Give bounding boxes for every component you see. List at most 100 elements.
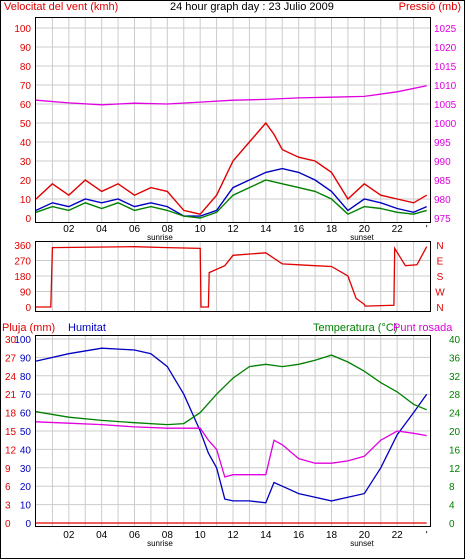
hour-tick: 04: [96, 224, 108, 235]
hour-tick: 14: [260, 224, 272, 235]
hour-tick: 08: [162, 530, 174, 541]
pressure-label: Pressió (mb): [399, 1, 461, 13]
wind-speed-label: Velocitat del vent (kmh): [4, 1, 118, 13]
hour-tick: 16: [293, 530, 305, 541]
hour-tick: 08: [162, 224, 174, 235]
sunrise-label-bottom: sunrise: [147, 539, 173, 548]
temperature-tick: 8: [449, 482, 455, 493]
rain-tick: 24: [5, 372, 17, 383]
humidity-label: Humitat: [68, 322, 106, 334]
wind-speed-tick: 40: [20, 138, 32, 149]
hour-tick: 06: [129, 530, 141, 541]
series-temperatura: [35, 354, 427, 426]
compass-tick: N: [436, 241, 443, 252]
wind-speed-tick: 90: [20, 43, 32, 54]
temperature-tick: 20: [449, 427, 461, 438]
rain-tick: 30: [5, 335, 17, 346]
panel3-x-ticks: 02 04 06 08 10 12 14 16 18 20 22 ': [63, 530, 427, 541]
hour-tick: 10: [195, 224, 207, 235]
wind-speed-tick: 10: [20, 195, 32, 206]
hour-tick: 20: [359, 530, 371, 541]
temperature-tick: 16: [449, 445, 461, 456]
direction-tick: 90: [20, 288, 32, 299]
temperature-tick: 36: [449, 353, 461, 364]
pressure-tick: 975: [434, 214, 451, 225]
series-punt-rosada: [35, 421, 427, 478]
pressure-tick: 1025: [434, 24, 457, 35]
panel3-series: [35, 347, 428, 524]
rain-tick: 15: [5, 427, 17, 438]
sunset-label-bottom: sunset: [350, 539, 374, 548]
compass-tick: W: [435, 288, 445, 299]
pressure-tick: 1020: [434, 43, 457, 54]
panel1-series: [35, 85, 428, 219]
pressure-tick: 1015: [434, 62, 457, 73]
humidity-tick: 0: [25, 519, 31, 530]
rain-tick: 0: [5, 519, 11, 530]
series-humitat: [35, 347, 428, 504]
rain-tick: 27: [5, 353, 17, 364]
sunrise-label: sunrise: [147, 233, 173, 242]
wind-speed-tick: 70: [20, 81, 32, 92]
temperature-tick: 4: [449, 501, 455, 512]
wind-speed-tick: 60: [20, 100, 32, 111]
humidity-tick: 10: [20, 501, 32, 512]
hour-tick: 14: [260, 530, 272, 541]
temperature-label: Temperatura (°C): [313, 322, 397, 334]
rain-label: Pluja (mm): [2, 322, 55, 334]
hour-tick-end: ': [426, 224, 428, 235]
panel3-temperature-ticks: 0 4 8 12 16 20 24 28 32 36 40: [449, 335, 461, 530]
series-pressi-: [35, 85, 427, 106]
temperature-tick: 0: [449, 519, 455, 530]
panel3-rain-ticks: 0 3 6 9 12 15 18 21 24 27 30: [5, 335, 17, 530]
panel1-x-ticks: 02 04 06 08 10 12 14 16 18 20 22 ': [63, 224, 427, 235]
pressure-tick: 1000: [434, 119, 457, 130]
series-velocitat-mitjana: [35, 167, 427, 217]
rain-tick: 3: [5, 501, 11, 512]
rain-tick: 9: [5, 464, 11, 475]
pressure-tick: 985: [434, 176, 451, 187]
graph-title: 24 hour graph day : 23 Julio 2009: [170, 1, 334, 13]
wind-speed-tick: 30: [20, 157, 32, 168]
pressure-tick: 990: [434, 157, 451, 168]
series-wind-direction: [36, 246, 428, 308]
rain-tick: 12: [5, 445, 17, 456]
humidity-tick: 70: [20, 390, 32, 401]
pressure-tick: 980: [434, 195, 451, 206]
hour-tick: 22: [392, 530, 404, 541]
humidity-tick: 90: [20, 353, 32, 364]
humidity-tick: 100: [14, 335, 31, 346]
panel1-right-ticks: 975 980 985 990 995 1000 1005 1010 1015 1020 1025: [434, 24, 457, 225]
hour-tick: 02: [63, 224, 75, 235]
direction-tick: 270: [14, 257, 31, 268]
direction-tick: 360: [14, 241, 31, 252]
series-r-fega: [35, 121, 428, 215]
humidity-tick: 80: [20, 372, 32, 383]
panel1-left-ticks: 0 10 20 30 40 50 60 70 80 90 100: [14, 24, 31, 225]
hour-tick: 20: [359, 224, 371, 235]
dew-point-label: Punt rosada: [393, 322, 453, 334]
hour-tick: 10: [195, 530, 207, 541]
compass-tick: N: [436, 303, 443, 314]
hour-tick: 22: [392, 224, 404, 235]
panel2-left-ticks: 0 90 180 270 360: [14, 241, 31, 314]
compass-tick: E: [437, 257, 444, 268]
wind-speed-tick: 80: [20, 62, 32, 73]
rain-tick: 21: [5, 390, 17, 401]
hour-tick-end: ': [426, 530, 428, 541]
wind-speed-tick: 20: [20, 176, 32, 187]
direction-tick: 180: [14, 272, 31, 283]
pressure-tick: 1010: [434, 81, 457, 92]
temperature-tick: 12: [449, 464, 461, 475]
hour-tick: 12: [227, 530, 239, 541]
pressure-tick: 1005: [434, 100, 457, 111]
pressure-tick: 995: [434, 138, 451, 149]
sunset-label: sunset: [350, 233, 374, 242]
wind-speed-tick: 50: [20, 119, 32, 130]
series-velocitat: [35, 179, 427, 219]
